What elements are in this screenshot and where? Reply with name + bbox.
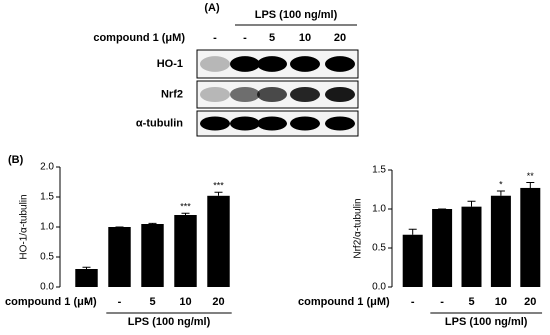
x-tick-label: 20 [524,296,536,308]
blot-band [325,86,355,103]
y-tick-label: 0.0 [372,282,386,293]
blot-label: HO-1 [157,58,183,70]
y-tick-label: 0.5 [40,252,54,263]
blot-band [200,116,230,131]
blot-band [200,86,230,103]
error-bar [496,190,505,196]
error-bar [214,191,223,196]
lane-label: - [213,32,217,44]
x-tick-label: - [85,296,89,308]
bar [461,206,482,287]
y-tick-label: 1.0 [372,204,386,215]
bar [141,224,164,287]
bar [520,187,541,287]
row-label: compound 1 (μM) [93,32,185,44]
blot-band [200,56,230,72]
y-tick-label: 1.0 [40,222,54,233]
y-tick-label: 2.0 [40,162,54,173]
bar [174,215,197,287]
blot-band [257,86,287,103]
x-tick-label: 20 [212,296,224,308]
x-tick-label: 5 [468,296,474,308]
row-label: compound 1 (μM) [298,296,390,308]
bar [432,209,453,287]
blot-band [257,116,287,131]
panel-label: (A) [204,2,220,14]
error-bar [467,200,476,207]
significance: ** [527,171,535,181]
x-tick-label: - [440,296,444,308]
blot-band [290,56,320,72]
group-label: LPS (100 ng/ml) [445,316,528,328]
blot-band [230,86,260,103]
lane-label: 5 [269,32,275,44]
blot-band [257,56,287,72]
lane-label: - [243,32,247,44]
y-tick-label: 1.5 [40,192,54,203]
x-tick-label: - [118,296,122,308]
bar [490,195,511,287]
x-tick-label: 10 [179,296,191,308]
bar [207,195,230,287]
blot-band [230,116,260,131]
error-bar [526,181,535,188]
error-bar [408,228,417,235]
blot-label: α-tubulin [136,117,183,129]
blot-band [230,56,260,72]
y-axis-label: Nrf2/α-tubulin [353,198,364,258]
blot-band [325,116,355,131]
bar [108,227,131,287]
y-tick-label: 0.0 [40,282,54,293]
y-tick-label: 1.5 [372,165,386,176]
blot-label: Nrf2 [161,88,183,100]
x-tick-label: 5 [149,296,155,308]
bar [75,269,98,287]
lane-label: 10 [299,32,311,44]
y-axis-label: HO-1/α-tubulin [19,194,30,259]
error-bar [82,266,91,269]
lane-label: 20 [334,32,346,44]
panel-label: (B) [8,154,24,166]
significance: * [499,179,503,189]
y-tick-label: 0.5 [372,243,386,254]
error-bar [148,222,157,224]
blot-band [290,86,320,103]
blot-band [290,116,320,131]
x-tick-label: 10 [495,296,507,308]
blot-band [325,56,355,72]
group-label: LPS (100 ng/ml) [128,316,211,328]
group-label: LPS (100 ng/ml) [255,9,338,21]
row-label: compound 1 (μM) [5,296,97,308]
significance: *** [180,202,191,212]
error-bar [181,212,190,215]
significance: *** [213,181,224,191]
bar [402,234,423,287]
x-tick-label: - [411,296,415,308]
